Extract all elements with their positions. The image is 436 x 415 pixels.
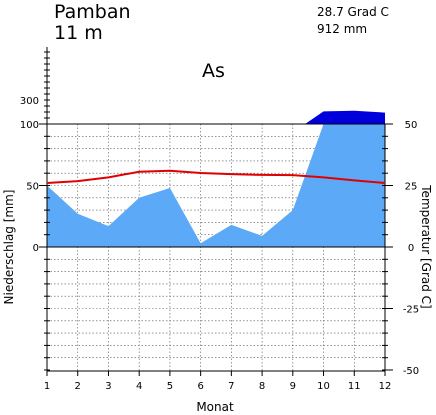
x-tick-label: 2 — [75, 381, 81, 392]
x-tick-label: 1 — [44, 381, 50, 392]
annual-precipitation: 912 mm — [317, 22, 367, 36]
x-tick-label: 8 — [259, 381, 265, 392]
station-name: Pamban — [54, 1, 131, 23]
temperature-layer — [46, 169, 386, 185]
x-tick-label: 4 — [136, 381, 142, 392]
left-tick-label: 300 — [20, 96, 39, 107]
climate-class: As — [202, 60, 225, 82]
x-tick-label: 10 — [317, 381, 330, 392]
axis-layer — [39, 47, 393, 376]
precipitation-excess-area — [305, 110, 385, 124]
left-tick-label: 0 — [33, 243, 39, 254]
right-tick-label: 50 — [405, 120, 418, 131]
x-tick-label: 9 — [290, 381, 296, 392]
x-axis-title: Monat — [196, 400, 234, 414]
right-tick-label: -50 — [403, 366, 419, 377]
right-tick-label: -25 — [403, 305, 419, 316]
x-tick-label: 6 — [197, 381, 203, 392]
mean-temperature: 28.7 Grad C — [317, 5, 389, 19]
precipitation-layer — [47, 110, 385, 247]
right-tick-label: 25 — [405, 182, 418, 193]
temperature-line — [46, 169, 386, 185]
left-axis-title: Niederschlag [mm] — [2, 190, 16, 305]
x-tick-label: 12 — [379, 381, 392, 392]
x-tick-label: 5 — [167, 381, 173, 392]
right-tick-label: 0 — [408, 243, 414, 254]
x-tick-label: 3 — [105, 381, 111, 392]
left-tick-label: 50 — [26, 182, 39, 193]
precipitation-area — [47, 124, 385, 247]
left-tick-label: 100 — [20, 120, 39, 131]
right-axis-title: Temperatur [Grad C] — [419, 184, 433, 308]
x-tick-label: 7 — [228, 381, 234, 392]
station-elevation: 11 m — [54, 22, 103, 44]
x-tick-label: 11 — [348, 381, 361, 392]
